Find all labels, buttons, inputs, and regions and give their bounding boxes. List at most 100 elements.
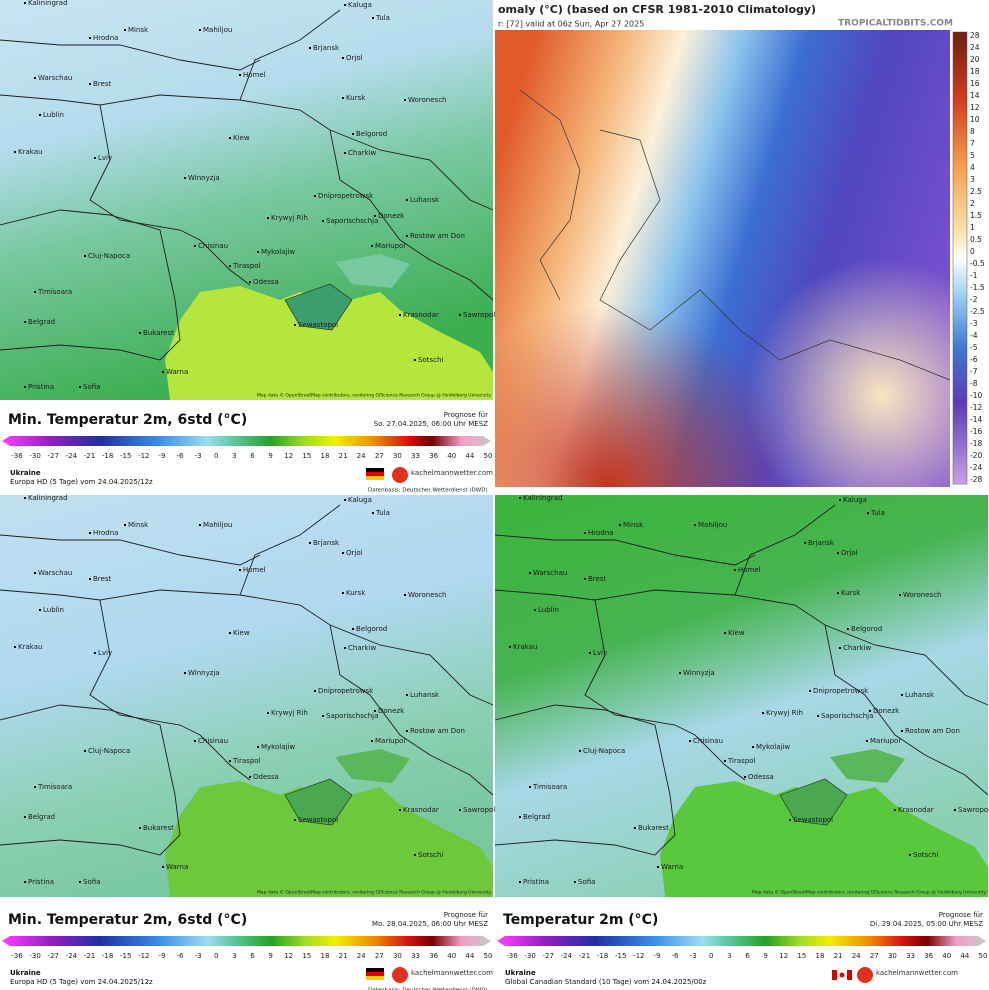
city-marker (809, 690, 811, 692)
city-label: Kiew (728, 629, 745, 637)
colorbar-label: 4 (970, 163, 975, 172)
city-label: Brjansk (313, 539, 340, 547)
forecast-time: Di. 29.04.2025, 05:00 Uhr MESZ (870, 920, 983, 928)
colorbar-label: 33 (411, 952, 420, 960)
colorbar-label: 36 (429, 452, 438, 460)
border-line (494, 534, 756, 566)
city-marker (529, 786, 531, 788)
colorbar-label: 12 (284, 952, 293, 960)
colorbar-label: 6 (250, 952, 255, 960)
colorbar-label: -15 (615, 952, 626, 960)
city-marker (519, 881, 521, 883)
city-marker (342, 552, 344, 554)
colorbar-label: 50 (484, 452, 493, 460)
city-marker (314, 195, 316, 197)
colorbar-label: 9 (268, 952, 272, 960)
colorbar-label: 21 (339, 452, 348, 460)
city-marker (34, 77, 36, 79)
panel-title: Temperatur 2m (°C) (503, 912, 658, 928)
colorbar-label: 44 (465, 952, 474, 960)
colorbar-label: -5 (970, 343, 978, 352)
colorbar-label: 36 (924, 952, 933, 960)
colorbar-label: 18 (816, 952, 825, 960)
brand-name: kachelmannwetter.com (411, 969, 493, 977)
flag-canada-right (847, 970, 852, 980)
city-label: Charkiw (843, 644, 871, 652)
border-line (494, 704, 676, 856)
flag-canada-leaf (839, 972, 845, 978)
city-label: Sotschi (913, 851, 938, 859)
city-marker (584, 532, 586, 534)
colorbar-label: 12 (779, 952, 788, 960)
colorbar-label: -8 (970, 379, 978, 388)
city-marker (352, 133, 354, 135)
city-marker (406, 730, 408, 732)
anomaly-colorbar (952, 31, 968, 485)
colorbar-label: -18 (970, 439, 982, 448)
brand-name: kachelmannwetter.com (411, 469, 493, 477)
city-marker (589, 652, 591, 654)
city-label: Brest (93, 80, 111, 88)
city-marker (459, 809, 461, 811)
city-marker (344, 152, 346, 154)
region-name: Ukraine (10, 469, 41, 477)
colorbar-label: -9 (653, 952, 660, 960)
city-label: Brjansk (313, 44, 340, 52)
city-marker (344, 4, 346, 6)
city-label: Chisinau (693, 737, 723, 745)
city-marker (734, 569, 736, 571)
city-label: Sewastopol (298, 816, 338, 824)
city-label: Luhansk (905, 691, 935, 699)
city-marker (459, 314, 461, 316)
city-marker (509, 646, 511, 648)
border-line (0, 589, 494, 706)
colorbar-label: 24 (970, 43, 980, 52)
city-label: Warna (166, 368, 188, 376)
city-marker (399, 809, 401, 811)
city-marker (267, 217, 269, 219)
city-marker (374, 215, 376, 217)
city-label: Brjansk (808, 539, 835, 547)
city-label: Mykolajiw (261, 248, 295, 256)
crimea (284, 778, 353, 826)
coastline (519, 89, 581, 301)
black-sea (165, 286, 493, 400)
city-label: Woronesch (408, 591, 446, 599)
anomaly-field-southeast (495, 30, 950, 487)
city-marker (619, 524, 621, 526)
city-marker (24, 816, 26, 818)
colorbar-label: -30 (29, 952, 40, 960)
colorbar-label: 6 (250, 452, 255, 460)
city-marker (342, 57, 344, 59)
colorbar-label: 40 (447, 452, 456, 460)
city-marker (519, 497, 521, 499)
city-label: Belgorod (356, 625, 387, 633)
city-marker (574, 881, 576, 883)
colorbar-label: -20 (970, 451, 982, 460)
colorbar-label: 6 (745, 952, 750, 960)
city-label: Lublin (43, 111, 64, 119)
colorbar-label: 3 (970, 175, 975, 184)
colorbar-label: -2 (970, 295, 978, 304)
city-label: Kaluga (843, 496, 867, 504)
city-label: Rostow am Don (410, 232, 465, 240)
colorbar-label: 9 (763, 952, 767, 960)
colorbar-label: 33 (411, 452, 420, 460)
city-marker (34, 572, 36, 574)
colorbar-label: 20 (970, 55, 980, 64)
city-label: Mykolajiw (261, 743, 295, 751)
city-label: Krasnodar (403, 806, 439, 814)
city-marker (24, 386, 26, 388)
colorbar-label: 9 (268, 452, 272, 460)
anomaly-map: omaly (°C) (based on CFSR 1981-2010 Clim… (495, 0, 989, 487)
city-label: Warschau (38, 569, 72, 577)
city-label: Krywyj Rih (271, 214, 308, 222)
city-marker (24, 497, 26, 499)
city-marker (249, 281, 251, 283)
city-label: Mariupol (375, 737, 405, 745)
city-marker (184, 177, 186, 179)
model-run: Europa HD (5 Tage) vom 24.04.2025/12z (10, 478, 153, 486)
flag-gold (366, 476, 384, 480)
city-marker (294, 819, 296, 821)
